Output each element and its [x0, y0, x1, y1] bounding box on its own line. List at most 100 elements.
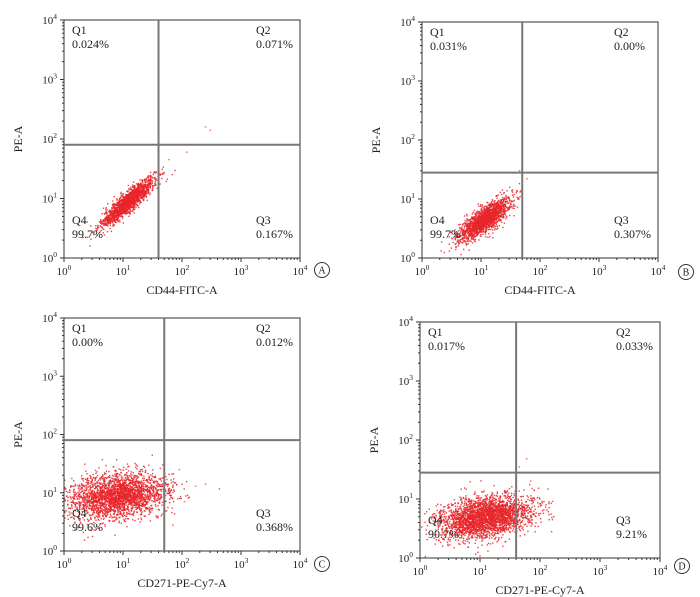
- event-point: [151, 475, 154, 477]
- event-point: [73, 495, 76, 498]
- event-point: [113, 519, 116, 522]
- event-point: [162, 172, 164, 174]
- event-point: [512, 200, 514, 202]
- event-point: [480, 235, 482, 237]
- event-point: [122, 205, 124, 207]
- event-point: [494, 207, 496, 209]
- event-point: [134, 200, 136, 202]
- event-point: [97, 509, 99, 511]
- event-point: [132, 513, 134, 515]
- event-point: [118, 219, 121, 221]
- event-point: [135, 487, 137, 489]
- event-point: [128, 492, 130, 494]
- event-point: [148, 513, 150, 516]
- event-point: [64, 511, 66, 514]
- event-point: [137, 193, 139, 196]
- event-point: [125, 479, 127, 482]
- event-point: [129, 487, 131, 489]
- event-point: [141, 196, 143, 198]
- event-point: [493, 217, 495, 219]
- quadrant-name: Q3: [614, 213, 629, 227]
- event-point: [144, 510, 146, 512]
- event-point: [470, 236, 473, 239]
- event-point: [131, 201, 133, 204]
- event-point: [106, 209, 108, 211]
- event-point: [111, 517, 113, 519]
- event-point: [472, 211, 474, 214]
- event-point: [143, 194, 146, 196]
- event-point: [130, 205, 132, 208]
- event-point: [91, 480, 93, 482]
- event-point: [118, 209, 120, 211]
- event-point: [448, 250, 451, 252]
- event-point: [499, 210, 501, 212]
- event-point: [69, 507, 71, 509]
- event-point: [479, 213, 481, 215]
- event-point: [462, 234, 464, 237]
- panel-c: 100 101 102 103 104100101102103104CD271-PE-C…: [11, 310, 330, 590]
- event-point: [114, 212, 117, 215]
- event-point: [105, 483, 107, 486]
- event-point: [128, 513, 130, 515]
- event-point: [145, 178, 148, 180]
- event-point: [141, 183, 143, 185]
- event-point: [150, 183, 152, 185]
- event-point: [463, 239, 465, 242]
- event-point: [161, 477, 164, 479]
- event-point: [459, 227, 461, 229]
- event-point: [118, 201, 120, 204]
- event-point: [155, 484, 158, 486]
- event-point: [506, 200, 508, 203]
- event-point: [133, 498, 136, 500]
- event-point: [134, 203, 136, 205]
- event-point: [140, 486, 142, 488]
- event-point: [158, 509, 161, 511]
- event-point: [492, 205, 494, 207]
- event-point: [130, 189, 133, 191]
- event-point: [147, 175, 149, 177]
- event-points: [440, 169, 528, 256]
- event-point: [463, 235, 465, 237]
- event-point: [105, 504, 107, 506]
- event-point: [166, 485, 169, 487]
- event-point: [512, 196, 515, 198]
- x-tick-label: 102: [175, 263, 190, 278]
- event-point: [505, 210, 508, 212]
- event-point: [154, 184, 156, 187]
- event-point: [503, 209, 506, 211]
- sparse-event-point: [204, 126, 207, 128]
- event-point: [137, 193, 140, 195]
- event-point: [89, 482, 92, 484]
- event-point: [502, 201, 504, 203]
- event-point: [162, 464, 164, 466]
- event-point: [149, 181, 151, 183]
- event-point: [496, 221, 498, 223]
- event-point: [143, 188, 145, 190]
- event-point: [481, 219, 484, 221]
- event-point: [115, 492, 117, 494]
- event-point: [85, 496, 88, 499]
- event-point: [161, 504, 163, 506]
- event-point: [164, 482, 166, 484]
- event-point: [113, 499, 116, 502]
- event-point: [84, 502, 86, 505]
- event-point: [507, 208, 509, 210]
- event-point: [490, 228, 492, 230]
- event-point: [96, 525, 98, 528]
- event-point: [480, 228, 482, 231]
- event-point: [488, 219, 491, 222]
- event-point: [110, 515, 112, 517]
- event-point: [500, 193, 503, 196]
- x-axis-title: CD44-FITC-A: [146, 283, 218, 297]
- event-point: [130, 507, 132, 510]
- event-point: [179, 497, 181, 499]
- event-point: [479, 223, 482, 225]
- event-point: [142, 495, 144, 498]
- event-point: [82, 236, 84, 239]
- event-point: [120, 199, 122, 202]
- event-point: [503, 192, 505, 194]
- event-point: [465, 243, 468, 245]
- x-tick-label: 101: [116, 263, 131, 278]
- event-point: [119, 206, 122, 209]
- event-point: [136, 504, 138, 507]
